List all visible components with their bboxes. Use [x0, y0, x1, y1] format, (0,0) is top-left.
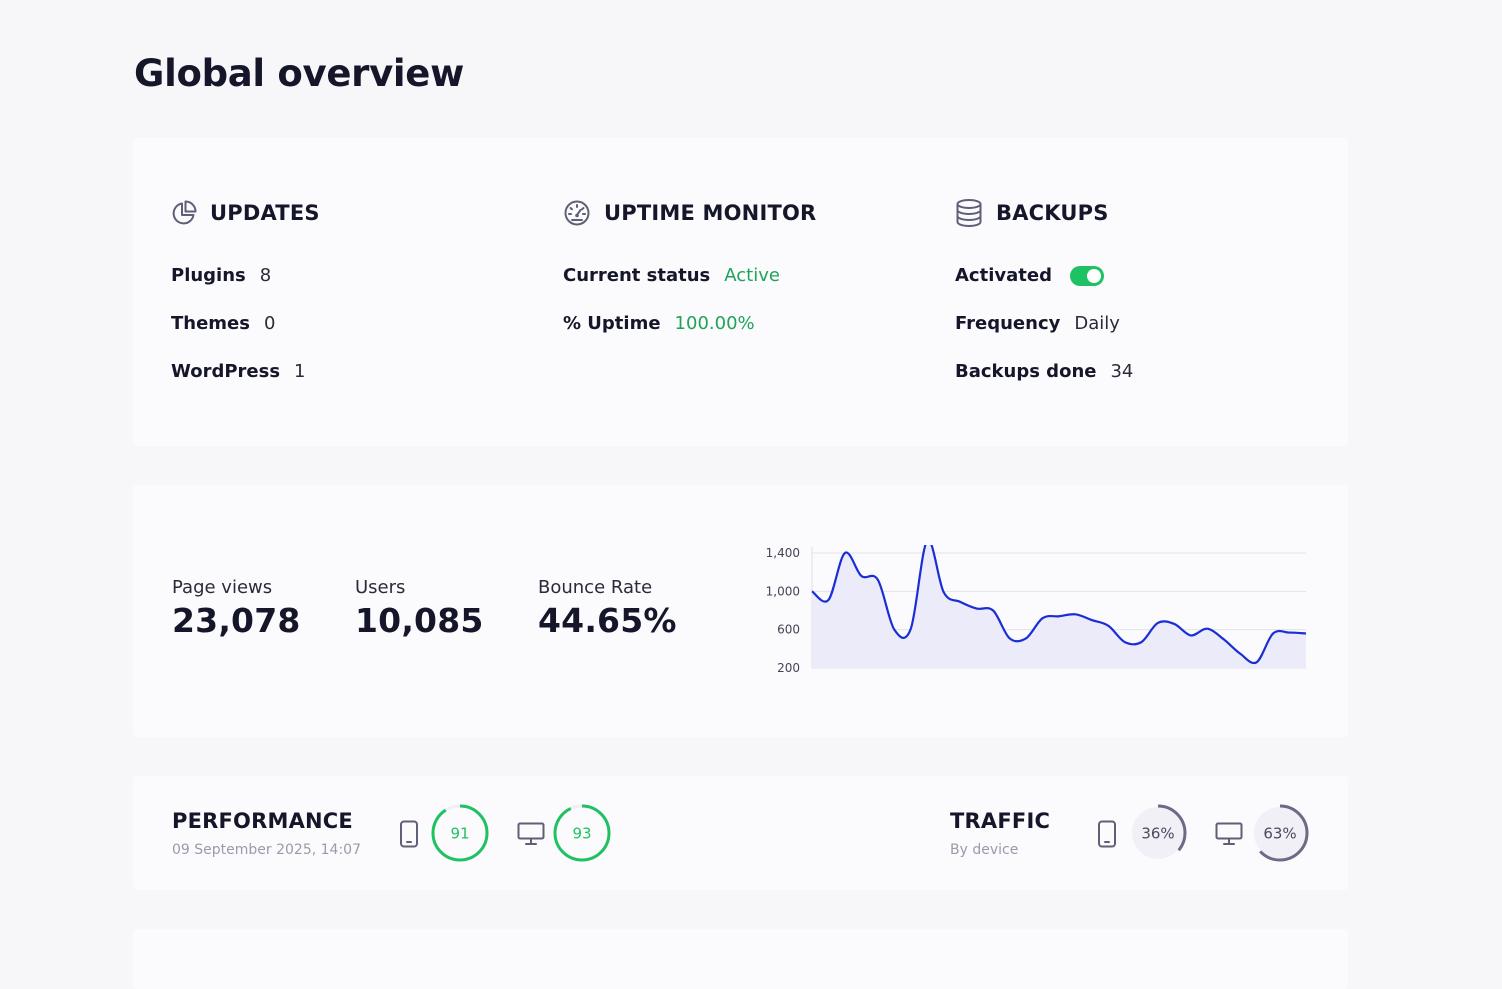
updates-themes-row[interactable]: Themes 0 [171, 313, 275, 334]
updates-plugins-row[interactable]: Plugins 8 [171, 265, 271, 286]
page-views-value: 23,078 [172, 601, 301, 640]
uptime-section: UPTIME MONITOR Current status Active % U… [563, 198, 817, 334]
current-status-value: Active [724, 265, 780, 286]
desktop-monitor-icon [517, 822, 545, 845]
backups-section: BACKUPS Activated Frequency Daily Backup… [955, 198, 1133, 382]
backups-title: BACKUPS [996, 201, 1109, 225]
performance-desktop-score-gauge[interactable]: 93 [552, 803, 612, 863]
backups-done-value: 34 [1110, 361, 1134, 382]
uptime-percent-label: % Uptime [563, 313, 661, 334]
desktop-monitor-icon [1215, 822, 1243, 845]
next-card [133, 929, 1348, 989]
database-icon [956, 199, 982, 228]
page-views-label: Page views [172, 577, 273, 598]
performance-date: 09 September 2025, 14:07 [172, 842, 361, 858]
activated-label: Activated [955, 265, 1052, 286]
plugins-count: 8 [259, 265, 272, 286]
users-label: Users [355, 577, 406, 598]
backups-activated-toggle[interactable] [1069, 265, 1104, 286]
chart-series-line [811, 545, 1307, 665]
chart-y-tick-label: 600 [777, 623, 800, 637]
analytics-card: Page views 23,078 Users 10,085 Bounce Ra… [133, 485, 1348, 737]
frequency-value: Daily [1074, 313, 1120, 334]
backups-frequency-row: Frequency Daily [955, 313, 1120, 334]
traffic-title: TRAFFIC [950, 809, 1051, 833]
backups-activated-row: Activated [955, 265, 1104, 286]
updates-wordpress-row[interactable]: WordPress 1 [171, 361, 306, 382]
performance-desktop-score: 93 [572, 825, 591, 843]
traffic-mobile-share-gauge[interactable]: 36% [1128, 803, 1188, 863]
uptime-percent-value: 100.00% [674, 313, 755, 334]
bounce-rate-metric: Bounce Rate 44.65% [538, 577, 677, 640]
bounce-rate-label: Bounce Rate [538, 577, 653, 598]
updates-title: UPDATES [210, 201, 320, 225]
current-status-label: Current status [563, 265, 711, 286]
themes-label: Themes [171, 313, 250, 334]
performance-title: PERFORMANCE [172, 809, 353, 833]
updates-section: UPDATES Plugins 8 Themes 0 WordPress 1 [171, 198, 320, 382]
uptime-percent-row: % Uptime 100.00% [563, 313, 755, 334]
users-metric: Users 10,085 [355, 577, 484, 640]
uptime-title: UPTIME MONITOR [604, 201, 817, 225]
chart-y-tick-label: 1,000 [766, 584, 800, 598]
wordpress-label: WordPress [171, 361, 281, 382]
performance-mobile-score-gauge[interactable]: 91 [430, 803, 490, 863]
chart-y-tick-label: 1,400 [766, 546, 800, 560]
frequency-label: Frequency [955, 313, 1061, 334]
themes-count: 0 [263, 313, 276, 334]
chart-area-fill [812, 545, 1306, 668]
speedometer-icon [564, 200, 590, 226]
performance-traffic-card: PERFORMANCE 09 September 2025, 14:07 91 … [133, 776, 1348, 890]
bounce-rate-value: 44.65% [538, 601, 677, 640]
uptime-status-row: Current status Active [563, 265, 780, 286]
traffic-desktop-share: 63% [1263, 825, 1296, 843]
page-views-metric: Page views 23,078 [172, 577, 301, 640]
wordpress-count: 1 [294, 361, 306, 382]
pie-chart-icon [172, 200, 197, 225]
performance-mobile-score: 91 [450, 825, 469, 843]
page-views-trend-chart[interactable]: 1,400 1,000 600 200 [753, 545, 1313, 685]
chart-y-tick-label: 200 [777, 661, 800, 675]
page-title: Global overview [134, 52, 464, 95]
users-value: 10,085 [355, 601, 484, 640]
backups-done-label: Backups done [955, 361, 1097, 382]
traffic-desktop-share-gauge[interactable]: 63% [1250, 803, 1310, 863]
backups-done-row: Backups done 34 [955, 361, 1133, 382]
traffic-mobile-share: 36% [1141, 825, 1174, 843]
mobile-phone-icon [1098, 820, 1116, 848]
plugins-label: Plugins [171, 265, 246, 286]
traffic-subtitle: By device [950, 842, 1019, 858]
mobile-phone-icon [400, 820, 418, 848]
overview-card: UPDATES Plugins 8 Themes 0 WordPress 1 [133, 138, 1348, 446]
